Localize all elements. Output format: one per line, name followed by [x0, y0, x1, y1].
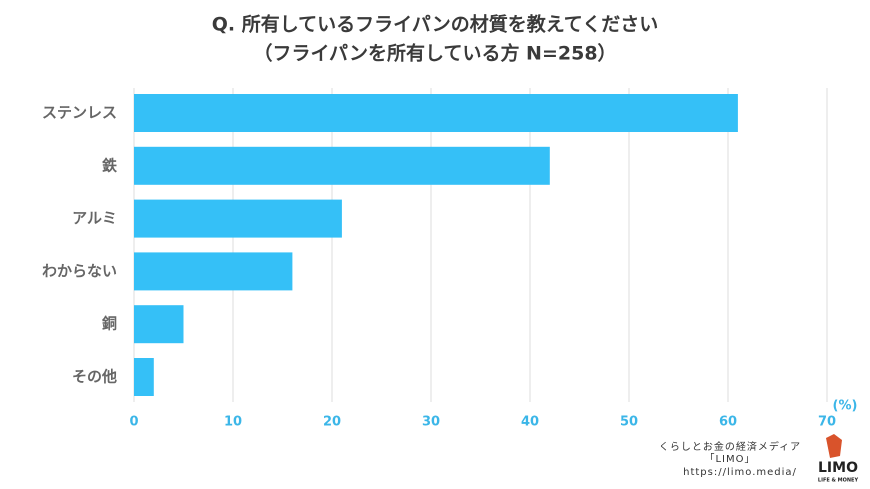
y-tick-label: わからない: [42, 262, 117, 280]
x-tick-label: 70: [818, 415, 836, 430]
y-tick-label: 鉄: [102, 156, 117, 174]
footer-brand: 「LIMO」: [704, 453, 755, 465]
logo-icon: [826, 434, 842, 458]
x-tick-label: 50: [620, 415, 638, 430]
bar: [134, 358, 154, 396]
chart-title: Q. 所有しているフライパンの材質を教えてください: [212, 13, 658, 36]
x-tick-label: 60: [719, 415, 737, 430]
y-tick-label: ステンレス: [42, 104, 117, 122]
bar: [134, 94, 738, 132]
x-tick-label: 30: [422, 415, 440, 430]
x-tick-label: 10: [224, 415, 242, 430]
y-tick-label: 銅: [102, 315, 117, 333]
bar: [134, 146, 550, 185]
logo: LIMO: [818, 460, 858, 476]
y-tick-label: アルミ: [72, 209, 117, 227]
bar: [134, 305, 184, 344]
logo-sub: LIFE & MONEY: [818, 478, 859, 484]
bar: [134, 199, 342, 238]
x-tick-label: 20: [323, 415, 341, 430]
bar: [134, 252, 293, 291]
footer-url: https://limo.media/: [683, 467, 797, 478]
x-tick-label: 40: [521, 415, 539, 430]
chart-subtitle: （フライパンを所有している方 N=258）: [253, 42, 616, 65]
x-axis-label: (%): [833, 399, 858, 414]
x-tick-label: 0: [129, 415, 138, 430]
footer-tagline: くらしとお金の経済メディア: [659, 440, 801, 453]
y-tick-label: その他: [72, 368, 117, 386]
